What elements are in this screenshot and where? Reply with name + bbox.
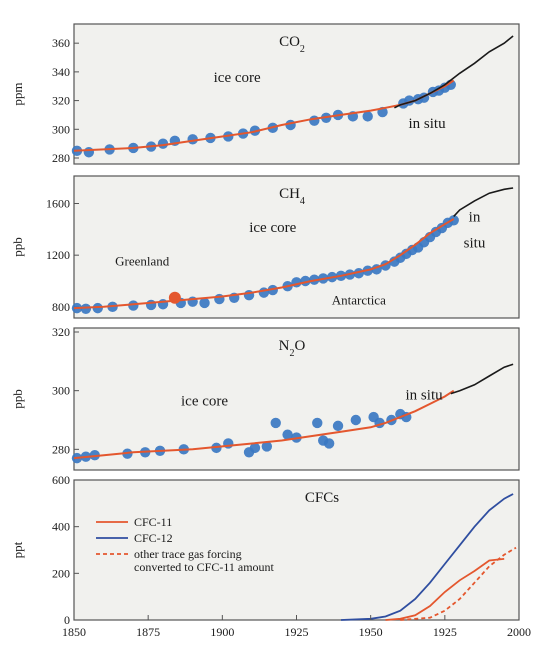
legend-label-cfc-12: CFC-12: [134, 531, 173, 545]
annotation-ice-core: ice core: [181, 393, 228, 409]
series-line-cfc-11: [385, 558, 505, 621]
in-situ-line: [394, 35, 514, 109]
panel-n2o: 280 300 320 ppb N2O ice core in situ: [10, 325, 520, 471]
ice-core-point: [323, 438, 335, 449]
annotation-greenland: Greenland: [115, 254, 170, 269]
series-line-cfc-12: [340, 493, 514, 621]
annotation-ice-core: ice core: [214, 70, 261, 86]
panel-title: CH4: [279, 186, 305, 207]
annotation-in: in: [469, 210, 481, 226]
annotation-situ: situ: [464, 235, 486, 251]
annotation-in-situ: in situ: [406, 387, 444, 403]
x-tick-label: 1950: [359, 625, 383, 639]
ice-core-point: [128, 300, 139, 311]
ice-core-point: [145, 299, 157, 311]
ice-core-fit-line: [73, 389, 455, 460]
ice-core-fit-line: [73, 218, 455, 310]
y-axis-label: ppb: [10, 389, 25, 409]
panel-frame: [73, 479, 520, 621]
y-tick-label: 320: [52, 94, 70, 108]
x-tick-label: 1900: [210, 625, 234, 639]
ice-core-point: [270, 417, 281, 429]
panel-title: CO2: [279, 34, 305, 55]
panel-frame: [73, 23, 520, 165]
ice-core-point: [80, 303, 92, 314]
legend-label-2: converted to CFC-11 amount: [134, 560, 275, 574]
ice-core-point: [309, 115, 320, 126]
panel-title: N2O: [279, 338, 306, 359]
y-tick-label: 320: [52, 325, 70, 339]
legend-label-other-trace-gas-forcing: other trace gas forcing: [134, 547, 242, 561]
ice-core-point: [83, 147, 95, 158]
ice-core-point: [261, 441, 273, 452]
panel-co2: 280 300 320 340 360 ppm CO2 ice core in situ: [10, 23, 520, 165]
annotation-ice-core: ice core: [249, 220, 296, 236]
panel-ch4: 800 1200 1600 ppb CH4 ice core Greenland Antarc…: [10, 175, 520, 319]
y-tick-label: 1600: [46, 197, 70, 211]
ice-core-point: [362, 111, 373, 122]
ice-core-point: [92, 302, 103, 314]
y-axis-label: ppm: [10, 82, 25, 105]
ice-core-point: [312, 417, 323, 429]
y-axis-label: ppt: [10, 541, 25, 558]
y-tick-label: 600: [52, 473, 70, 487]
x-tick-label: 1850: [62, 625, 86, 639]
ice-core-point: [282, 429, 293, 440]
y-tick-label: 300: [52, 122, 70, 136]
ice-core-point: [249, 442, 261, 454]
y-tick-label: 280: [52, 151, 70, 165]
legend-label-cfc-11: CFC-11: [134, 515, 172, 529]
annotation-in-situ: in situ: [408, 116, 446, 132]
in-situ-line: [453, 187, 514, 217]
y-tick-label: 280: [52, 442, 70, 456]
y-tick-label: 340: [52, 65, 70, 79]
x-tick-label: 2000: [507, 625, 531, 639]
panel-frame: [73, 175, 520, 319]
y-axis-label: ppb: [10, 237, 25, 257]
panel-cfcs: 0 200 400 600 ppt CFCs 1850 1875 1900 1925 1950 192…: [10, 473, 531, 639]
ice-core-point: [350, 414, 362, 426]
x-tick-label: 1925: [433, 625, 457, 639]
annotation-antarctica: Antarctica: [332, 292, 386, 307]
y-tick-label: 0: [64, 613, 70, 627]
ice-core-point: [332, 420, 344, 432]
in-situ-line: [450, 363, 514, 395]
y-tick-label: 360: [52, 36, 70, 50]
y-tick-label: 1200: [46, 248, 70, 262]
panel-title: CFCs: [305, 490, 339, 506]
y-tick-label: 400: [52, 520, 70, 534]
ice-core-point: [199, 297, 210, 309]
x-tick-label: 1925: [285, 625, 309, 639]
y-tick-label: 200: [52, 566, 70, 580]
y-tick-label: 800: [52, 300, 70, 314]
x-tick-label: 1875: [136, 625, 160, 639]
ice-core-point: [448, 215, 459, 226]
y-tick-label: 300: [52, 384, 70, 398]
panel-frame: [73, 327, 520, 471]
